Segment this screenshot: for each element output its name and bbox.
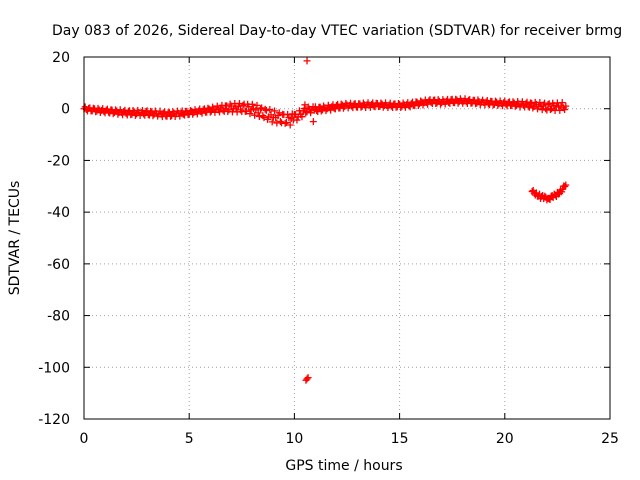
data-point [109, 110, 117, 118]
data-point [304, 374, 312, 382]
data-point [225, 106, 233, 114]
data-point [337, 100, 345, 108]
y-tick-label: -120 [38, 412, 70, 428]
series-sdtvar-secondary-arc [528, 181, 570, 204]
data-point [511, 102, 519, 110]
data-point [271, 107, 279, 115]
data-point [286, 121, 294, 129]
data-point [301, 101, 309, 109]
data-point [523, 98, 531, 106]
data-point [542, 105, 550, 113]
data-point [251, 111, 259, 119]
x-tick-label: 0 [80, 431, 89, 447]
data-point [561, 106, 569, 114]
y-tick-label: -20 [47, 153, 70, 169]
data-point [406, 103, 414, 111]
data-point [466, 96, 474, 104]
data-point [544, 100, 552, 108]
x-tick-label: 15 [391, 431, 409, 447]
data-points [80, 57, 570, 384]
data-point [176, 112, 184, 120]
data-point [198, 109, 206, 117]
data-point [276, 118, 284, 126]
y-tick-label: -40 [47, 205, 70, 221]
data-point [546, 106, 554, 114]
data-point [239, 101, 247, 109]
y-tick-label: -100 [38, 360, 70, 376]
data-point [424, 100, 432, 108]
x-tick-labels: 0 5 10 15 20 25 [80, 431, 619, 447]
y-tick-label: -60 [47, 257, 70, 273]
data-point [303, 57, 311, 65]
series-sdtvar-main-track [80, 95, 570, 129]
data-point [204, 104, 212, 112]
data-point [556, 106, 564, 114]
data-point [472, 100, 480, 108]
data-point [327, 106, 335, 114]
data-point [558, 99, 566, 107]
x-tick-label: 25 [601, 431, 619, 447]
data-point [258, 104, 266, 112]
data-point [275, 109, 283, 117]
data-point [255, 112, 263, 120]
data-point [254, 109, 262, 117]
x-tick-label: 20 [496, 431, 514, 447]
y-tick-label: 0 [61, 102, 70, 118]
data-point [262, 106, 270, 114]
data-point [242, 107, 250, 115]
data-point [483, 97, 491, 105]
y-tick-label: -80 [47, 309, 70, 325]
data-point [529, 104, 537, 112]
y-axis-label: SDTVAR / TECUs [7, 181, 23, 296]
x-tick-label: 10 [285, 431, 303, 447]
data-point [268, 118, 276, 126]
y-tick-labels: -120 -100 -80 -60 -40 -20 0 20 [38, 50, 70, 428]
chart-title: Day 083 of 2026, Sidereal Day-to-day VTE… [52, 23, 622, 39]
data-point [293, 116, 301, 124]
data-point [417, 97, 425, 105]
data-point [253, 101, 261, 109]
data-point [562, 181, 570, 189]
data-point [213, 102, 221, 110]
data-point [282, 119, 290, 127]
series-sdtvar-outliers [301, 57, 317, 384]
data-point [303, 375, 311, 383]
data-point [309, 118, 317, 126]
y-tick-label: 20 [52, 50, 70, 66]
data-point [524, 102, 532, 110]
data-point [246, 110, 254, 118]
data-point [219, 106, 227, 114]
data-point [298, 113, 306, 121]
data-point [281, 119, 289, 127]
x-tick-label: 5 [185, 431, 194, 447]
data-point [266, 106, 274, 114]
data-point [562, 102, 570, 110]
data-point [103, 105, 111, 113]
plot-frame [83, 56, 611, 420]
data-point [525, 103, 533, 111]
data-point [248, 100, 256, 108]
data-point [331, 105, 339, 113]
x-axis-label: GPS time / hours [285, 458, 402, 474]
data-point [260, 114, 268, 122]
data-point [561, 183, 569, 191]
